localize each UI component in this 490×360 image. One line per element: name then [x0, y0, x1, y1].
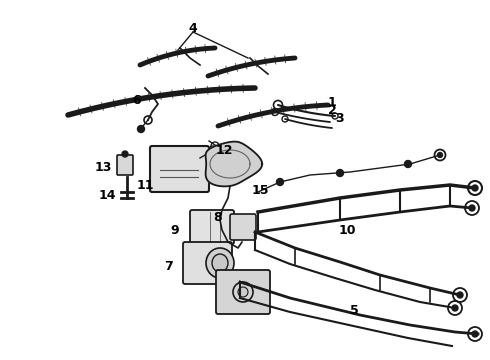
Text: 2: 2	[328, 104, 336, 117]
Polygon shape	[206, 141, 262, 186]
Text: 11: 11	[136, 179, 154, 192]
Circle shape	[452, 305, 458, 311]
Circle shape	[332, 113, 338, 119]
Circle shape	[276, 179, 284, 185]
FancyBboxPatch shape	[230, 214, 256, 240]
Text: 6: 6	[133, 94, 141, 107]
Text: 1: 1	[328, 95, 336, 108]
FancyBboxPatch shape	[150, 146, 209, 192]
Text: 9: 9	[171, 224, 179, 237]
Ellipse shape	[206, 248, 234, 278]
Text: 5: 5	[350, 303, 358, 316]
Text: 12: 12	[215, 144, 233, 157]
Text: 10: 10	[338, 224, 356, 237]
Circle shape	[469, 205, 475, 211]
Text: 7: 7	[164, 261, 172, 274]
Circle shape	[472, 331, 478, 337]
Circle shape	[405, 161, 412, 167]
Circle shape	[122, 151, 128, 157]
Text: 3: 3	[336, 112, 344, 125]
Circle shape	[438, 153, 442, 158]
Circle shape	[472, 185, 478, 191]
Circle shape	[457, 292, 463, 298]
Text: 14: 14	[98, 189, 116, 202]
Text: 15: 15	[251, 184, 269, 197]
FancyBboxPatch shape	[216, 270, 270, 314]
Text: 13: 13	[94, 161, 112, 174]
Text: 8: 8	[214, 211, 222, 224]
FancyBboxPatch shape	[190, 210, 234, 244]
FancyBboxPatch shape	[183, 242, 232, 284]
Circle shape	[238, 287, 248, 297]
FancyBboxPatch shape	[117, 155, 133, 175]
Circle shape	[337, 170, 343, 176]
Text: 4: 4	[189, 22, 197, 35]
Ellipse shape	[212, 254, 228, 272]
Circle shape	[138, 126, 145, 132]
